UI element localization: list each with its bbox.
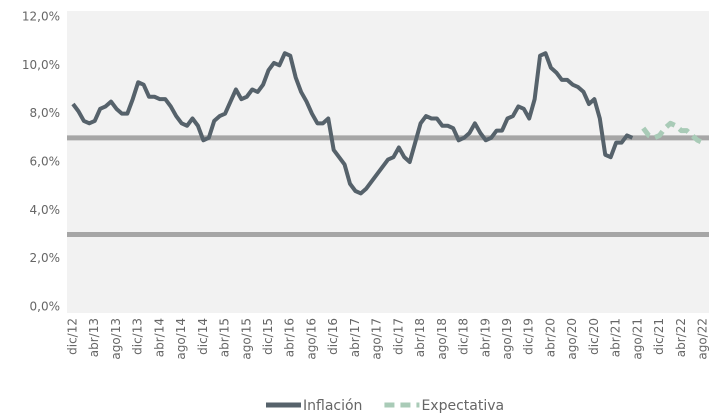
x-tick-label: dic/16 xyxy=(326,318,340,355)
legend-label: Inflación xyxy=(303,398,362,414)
x-tick-label: abr/20 xyxy=(543,318,557,357)
x-tick-label: ago/14 xyxy=(174,318,188,360)
series-line xyxy=(71,51,634,196)
x-tick-label: dic/14 xyxy=(196,318,210,355)
x-tick-label: dic/21 xyxy=(652,318,666,355)
x-tick-label: abr/17 xyxy=(348,318,362,357)
x-tick-label: dic/19 xyxy=(522,318,536,355)
series-line xyxy=(641,120,705,145)
y-tick-label: 12,0% xyxy=(22,10,60,24)
y-tick-label: 4,0% xyxy=(30,203,61,217)
y-tick-label: 6,0% xyxy=(30,155,61,169)
x-tick-label: abr/14 xyxy=(152,318,166,357)
x-tick-label: dic/12 xyxy=(66,318,80,355)
x-tick-label: ago/21 xyxy=(630,318,644,360)
x-tick-label: dic/18 xyxy=(457,318,471,355)
x-tick-label: abr/18 xyxy=(413,318,427,357)
x-tick-label: dic/20 xyxy=(587,318,601,355)
x-tick-label: abr/13 xyxy=(87,318,101,357)
x-tick-label: abr/19 xyxy=(478,318,492,357)
y-tick-label: 8,0% xyxy=(30,106,61,120)
x-tick-label: dic/17 xyxy=(391,318,405,355)
y-tick-label: 10,0% xyxy=(22,58,60,72)
x-tick-label: abr/16 xyxy=(283,318,297,357)
x-tick-label: dic/15 xyxy=(261,318,275,355)
x-tick-label: dic/13 xyxy=(131,318,145,355)
x-tick-label: ago/18 xyxy=(435,318,449,360)
x-tick-label: ago/19 xyxy=(500,318,514,360)
x-tick-label: ago/22 xyxy=(696,318,710,360)
x-tick-label: ago/17 xyxy=(370,318,384,360)
x-tick-label: ago/13 xyxy=(109,318,123,360)
legend-label: Expectativa xyxy=(421,398,504,414)
x-tick-label: ago/20 xyxy=(565,318,579,360)
x-tick-label: abr/22 xyxy=(674,318,688,357)
x-tick-label: abr/21 xyxy=(609,318,623,357)
y-tick-label: 2,0% xyxy=(30,251,61,265)
y-tick-label: 0,0% xyxy=(30,300,61,314)
x-tick-label: ago/15 xyxy=(239,318,253,360)
x-tick-label: abr/15 xyxy=(218,318,232,357)
x-tick-label: ago/16 xyxy=(304,318,318,360)
